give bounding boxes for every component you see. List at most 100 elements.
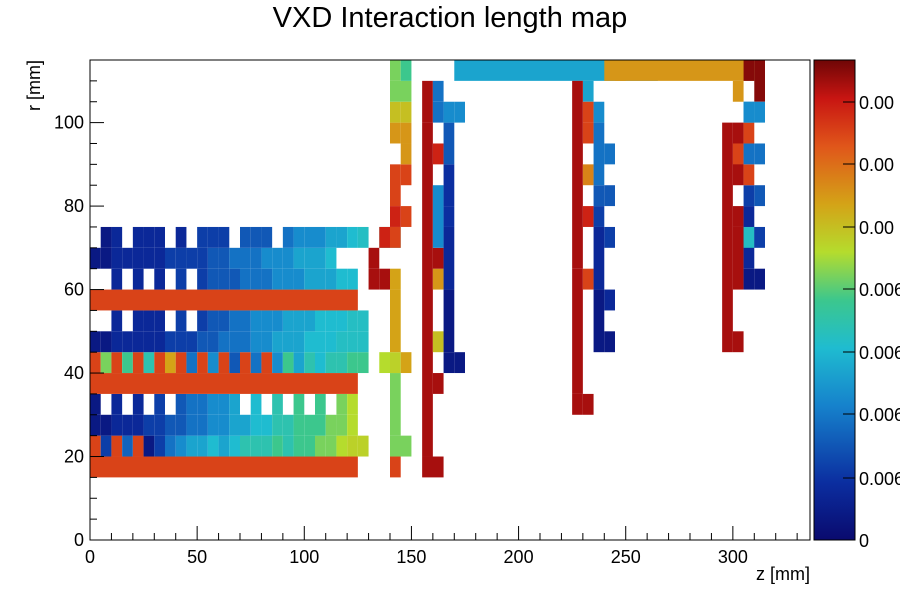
heatmap-cell [143,331,155,353]
heatmap-cell [304,435,315,457]
heatmap-cell [143,226,155,248]
heatmap-cell [282,268,294,290]
heatmap-cell [743,60,755,81]
heatmap-cell [197,268,208,290]
heatmap-cell [315,414,326,436]
heatmap-cell [175,352,187,374]
heatmap-cell [390,456,401,478]
heatmap-cell [186,435,198,457]
heatmap-cell [240,310,251,332]
heatmap-cell [400,352,412,374]
heatmap-cell [90,414,101,436]
heatmap-cell [229,247,240,269]
heatmap-cell [604,185,615,207]
heatmap-cell [250,226,262,248]
y-tick-label: 0 [74,530,84,550]
heatmap-cell [175,268,187,290]
heatmap-cell [90,352,101,374]
heatmap-cell [336,352,348,374]
heatmap-cell [186,414,198,436]
heatmap-cell [379,352,390,374]
heatmap-cell [207,226,219,248]
heatmap-cell [390,352,401,374]
heatmap-cell [250,414,262,436]
heatmap-cell [432,143,444,165]
x-tick-label: 0 [85,547,95,567]
heatmap-cell [111,393,123,415]
x-tick-label: 300 [718,547,748,567]
heatmap-cell [143,247,155,269]
y-tick-label: 60 [64,280,84,300]
heatmap-cell [325,247,337,269]
x-tick-label: 250 [611,547,641,567]
heatmap-cell [122,414,133,436]
heatmap-cell [400,122,412,144]
colorbar-tick-label: 0.00 [859,218,894,238]
heatmap-cell [240,268,251,290]
heatmap-cell [250,268,262,290]
heatmap-cell [229,331,240,353]
heatmap-cell [175,331,187,353]
heatmap-cell [593,289,605,353]
colorbar: 0 0.006 0.006 0.006 0.006 0.00 0.00 0.00 [813,59,900,551]
heatmap-cell [282,414,294,436]
heatmap-cell [207,435,219,457]
heatmap-cell [304,352,315,374]
heatmap-cell [154,352,165,374]
heatmap-cell [197,393,208,415]
heatmap-cell [175,226,187,248]
heatmap-cell [90,456,358,478]
heatmap-cell [261,352,273,374]
colorbar-tick-label: 0.006 [859,405,900,425]
heatmap-cell [122,352,133,374]
heatmap-cell [250,393,262,415]
heatmap-cell [272,414,283,436]
heatmap-cell [143,435,155,457]
heatmap-cell [207,393,219,415]
heatmap-cell [282,435,294,457]
heatmap-cell [593,185,605,207]
heatmap-cell [111,331,123,353]
heatmap-cell [304,331,315,353]
heatmap-cell [357,226,369,248]
heatmap-cell [336,268,348,290]
heatmap-cell [743,143,755,165]
heatmap-cell [250,310,262,332]
heatmap-cell [229,393,240,415]
heatmap-cell [422,456,444,478]
heatmap-cells [90,60,765,478]
heatmap-cell [325,226,337,248]
heatmap-cell [132,393,144,415]
heatmap-cell [175,414,187,436]
heatmap-cell [197,414,208,436]
heatmap-cell [175,310,187,332]
heatmap-cell [207,310,219,332]
heatmap-cell [368,268,380,290]
heatmap-cell [732,143,744,165]
heatmap-cell [390,60,401,81]
heatmap-cell [240,247,251,269]
heatmap-cell [282,331,294,353]
heatmap-cell [154,268,165,290]
heatmap-cell [218,331,230,353]
heatmap-cell [315,393,326,415]
heatmap-cell [754,268,765,290]
heatmap-cell [122,331,133,353]
heatmap-cell [347,268,358,290]
heatmap-cell [165,331,176,353]
heatmap-cell [218,393,230,415]
heatmap-cell [443,352,455,374]
colorbar-tick-label: 0 [859,531,869,551]
heatmap-cell [432,247,444,269]
heatmap-cell [325,268,337,290]
heatmap-cell [443,206,455,227]
heatmap-cell [261,247,273,269]
heatmap-cell [379,226,390,248]
heatmap-cell [207,414,219,436]
heatmap-cell [732,331,744,353]
colorbar-tick-label: 0.006 [859,469,900,489]
heatmap-cell [432,268,444,290]
heatmap-cell [272,331,283,353]
heatmap-cell [379,268,390,290]
heatmap-cell [272,268,283,290]
